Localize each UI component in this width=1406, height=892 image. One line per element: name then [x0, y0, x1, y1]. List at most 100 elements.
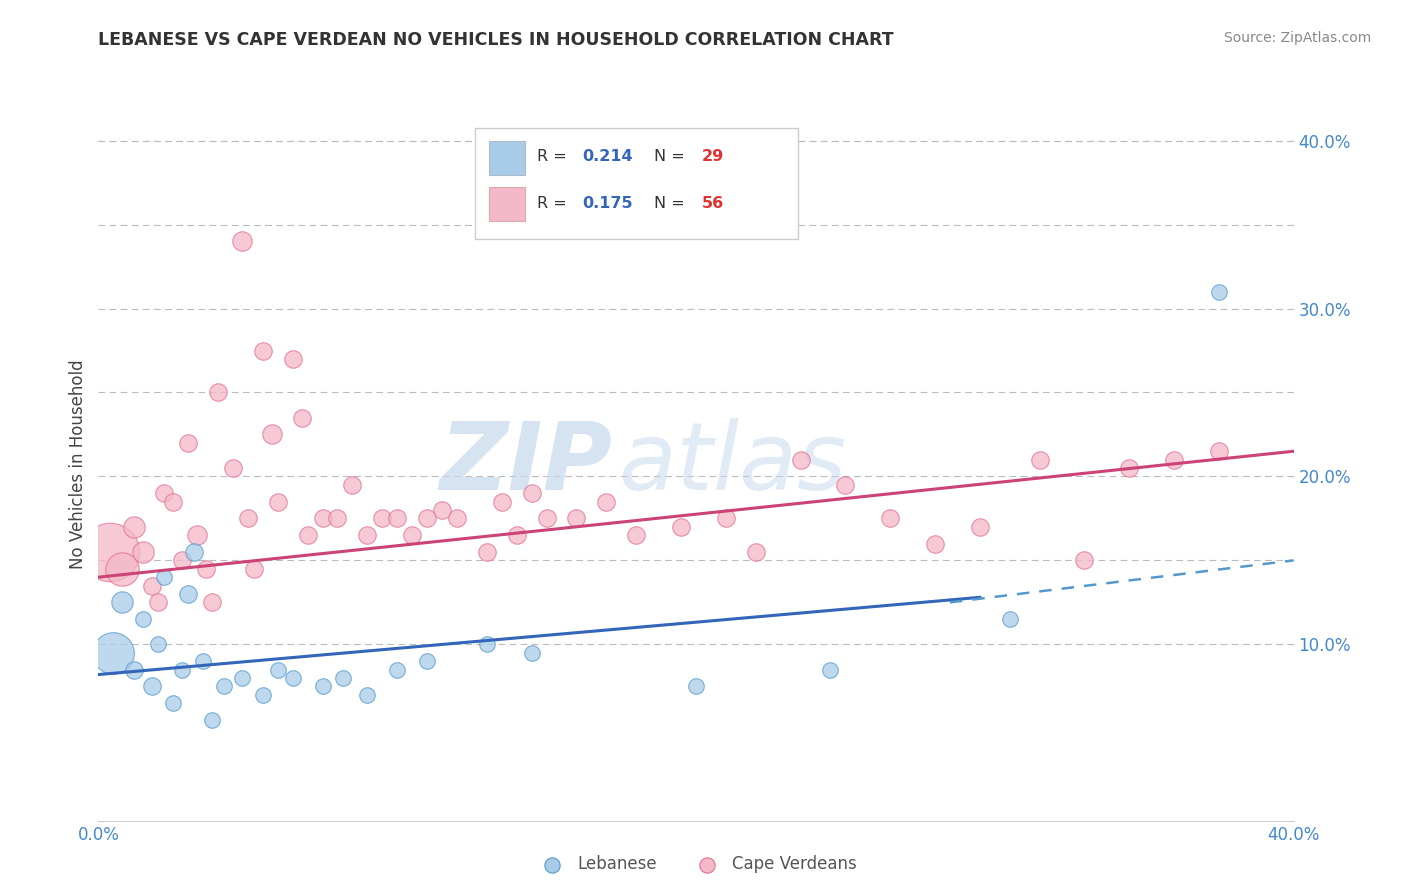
Point [162, 494, 184, 508]
Point [685, 679, 707, 693]
Point [267, 494, 290, 508]
Point [260, 427, 283, 442]
Point [385, 663, 409, 677]
Point [281, 351, 304, 366]
Text: R =: R = [537, 196, 572, 211]
Point [879, 511, 901, 525]
Point [103, 646, 125, 660]
Text: N =: N = [654, 196, 690, 211]
Point [924, 536, 946, 550]
Point [326, 511, 349, 525]
Point [430, 503, 453, 517]
Point [111, 562, 134, 576]
Point [520, 486, 543, 500]
Point [311, 679, 333, 693]
Text: Source: ZipAtlas.com: Source: ZipAtlas.com [1223, 31, 1371, 45]
Point [124, 663, 146, 677]
Text: atlas: atlas [619, 418, 846, 509]
Text: 0.175: 0.175 [582, 196, 633, 211]
Point [148, 637, 170, 651]
Point [194, 562, 218, 576]
Point [385, 511, 409, 525]
Point [153, 486, 176, 500]
Point [231, 235, 253, 249]
Point [371, 511, 394, 525]
Point [243, 562, 266, 576]
Point [172, 553, 194, 567]
Text: R =: R = [537, 150, 572, 164]
Point [475, 637, 498, 651]
Point [820, 663, 842, 677]
Point [1208, 285, 1230, 299]
Text: 56: 56 [702, 196, 724, 211]
Point [834, 478, 856, 492]
Point [491, 494, 513, 508]
Point [998, 612, 1021, 626]
Point [536, 511, 558, 525]
Legend: Lebanese, Cape Verdeans: Lebanese, Cape Verdeans [529, 849, 863, 880]
Point [969, 520, 991, 534]
Point [212, 679, 235, 693]
Point [141, 679, 163, 693]
Point [132, 612, 155, 626]
Point [714, 511, 737, 525]
Y-axis label: No Vehicles in Household: No Vehicles in Household [69, 359, 87, 569]
Point [356, 528, 378, 542]
Text: LEBANESE VS CAPE VERDEAN NO VEHICLES IN HOUSEHOLD CORRELATION CHART: LEBANESE VS CAPE VERDEAN NO VEHICLES IN … [98, 31, 894, 49]
Point [356, 688, 378, 702]
Point [475, 545, 498, 559]
Point [1208, 444, 1230, 458]
Point [207, 385, 229, 400]
Point [231, 671, 253, 685]
Point [520, 646, 543, 660]
Text: ZIP: ZIP [440, 417, 612, 510]
Point [1118, 461, 1140, 475]
Point [172, 663, 194, 677]
Point [342, 478, 364, 492]
Point [141, 578, 163, 592]
Point [191, 654, 214, 668]
FancyBboxPatch shape [489, 141, 524, 175]
Point [1163, 452, 1185, 467]
Point [281, 671, 304, 685]
Point [446, 511, 468, 525]
Point [201, 713, 224, 727]
FancyBboxPatch shape [475, 128, 797, 239]
Point [506, 528, 529, 542]
Point [267, 663, 290, 677]
Point [162, 696, 184, 710]
Point [148, 595, 170, 609]
Point [111, 595, 134, 609]
Point [595, 494, 617, 508]
Point [177, 435, 200, 450]
Point [290, 410, 312, 425]
Point [789, 452, 811, 467]
Point [565, 511, 588, 525]
Point [669, 520, 692, 534]
Point [153, 570, 176, 584]
Point [177, 587, 200, 601]
Point [183, 545, 205, 559]
Text: N =: N = [654, 150, 690, 164]
Point [252, 343, 274, 358]
Point [222, 461, 245, 475]
Point [1073, 553, 1095, 567]
Point [201, 595, 224, 609]
Point [416, 511, 439, 525]
Point [311, 511, 333, 525]
Point [624, 528, 647, 542]
Point [416, 654, 439, 668]
Point [297, 528, 319, 542]
Point [745, 545, 768, 559]
Point [401, 528, 423, 542]
Point [332, 671, 354, 685]
FancyBboxPatch shape [489, 187, 524, 221]
Point [132, 545, 155, 559]
Point [98, 545, 122, 559]
Point [124, 520, 146, 534]
Point [186, 528, 208, 542]
Point [1028, 452, 1050, 467]
Point [236, 511, 259, 525]
Text: 29: 29 [702, 150, 724, 164]
Text: 0.214: 0.214 [582, 150, 633, 164]
